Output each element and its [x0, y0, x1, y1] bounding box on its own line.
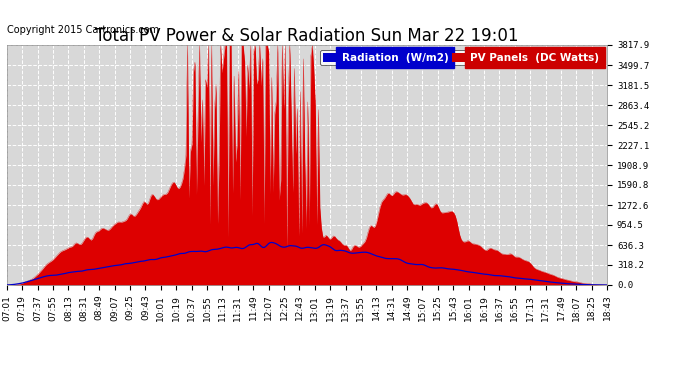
Title: Total PV Power & Solar Radiation Sun Mar 22 19:01: Total PV Power & Solar Radiation Sun Mar…: [95, 27, 519, 45]
Legend: Radiation  (W/m2), PV Panels  (DC Watts): Radiation (W/m2), PV Panels (DC Watts): [320, 50, 602, 65]
Text: Copyright 2015 Cartronics.com: Copyright 2015 Cartronics.com: [7, 26, 159, 35]
